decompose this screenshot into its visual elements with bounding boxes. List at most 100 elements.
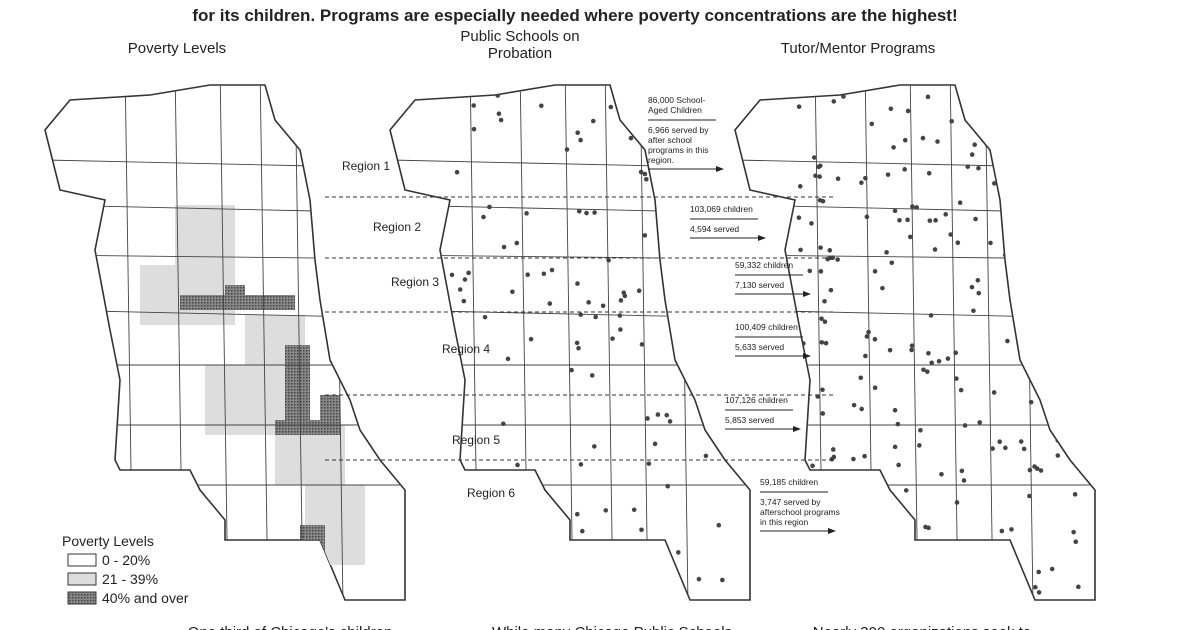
program-dot (471, 126, 477, 132)
program-dot (501, 421, 506, 427)
program-dot (878, 591, 883, 597)
program-dot (851, 456, 856, 462)
program-dot (921, 367, 926, 373)
program-dot (859, 406, 864, 412)
program-dot (608, 104, 614, 110)
program-dot (943, 212, 948, 217)
program-dot (830, 447, 836, 452)
program-dot (1036, 139, 1042, 145)
program-dot (462, 277, 468, 282)
program-dot (590, 118, 596, 124)
program-dot (501, 244, 507, 250)
program-dot (793, 581, 799, 587)
program-dot (796, 104, 802, 109)
program-dot (482, 314, 488, 320)
program-dot (636, 288, 642, 294)
program-dot (928, 313, 934, 318)
program-dot (905, 108, 911, 114)
program-dot (905, 217, 910, 223)
program-dot (466, 270, 471, 276)
map-title: Poverty Levels (128, 40, 226, 57)
program-dot (526, 476, 531, 481)
program-dot (986, 94, 992, 99)
program-dot (1076, 95, 1082, 100)
arrow-head (828, 528, 836, 534)
program-dot (949, 119, 955, 124)
program-dot (1011, 554, 1016, 560)
program-dot (1021, 446, 1027, 452)
program-dot (903, 488, 909, 493)
map-title: Public Schools on (460, 28, 579, 45)
program-dot (1012, 126, 1017, 131)
program-dot (935, 139, 940, 144)
program-dot (892, 407, 898, 413)
program-dot (1023, 263, 1029, 268)
program-dot (864, 214, 870, 220)
districts (45, 85, 405, 600)
program-dot (927, 218, 933, 223)
program-dot (895, 421, 901, 427)
program-dot (819, 340, 825, 345)
program-dot (1003, 445, 1008, 451)
program-dot (497, 585, 502, 591)
annotation-served: after school (648, 135, 692, 145)
program-dot (879, 567, 884, 572)
program-dot (1067, 244, 1073, 250)
program-dot (492, 479, 497, 484)
program-dot (610, 336, 615, 341)
program-dot (858, 375, 864, 381)
program-dot (580, 576, 586, 581)
annotation-children: 100,409 children (735, 322, 798, 332)
program-dot (600, 303, 606, 309)
legend-title: Poverty Levels (62, 533, 154, 549)
program-dot (1009, 527, 1014, 532)
program-dot (515, 462, 520, 468)
program-dot (1005, 338, 1010, 344)
program-dot (1039, 107, 1045, 112)
program-dot (1013, 197, 1018, 202)
program-dot (820, 198, 826, 204)
program-dot (724, 255, 730, 260)
program-dot (1034, 466, 1040, 471)
program-dot (909, 347, 914, 353)
program-dot (859, 180, 864, 186)
annotation-served: 7,130 served (735, 280, 784, 290)
arrow-head (803, 291, 811, 297)
program-dot (807, 268, 813, 274)
program-dot (872, 385, 878, 391)
program-dot (461, 298, 467, 304)
program-dot (603, 508, 609, 513)
map-title: Probation (488, 45, 552, 62)
program-dot (1073, 539, 1079, 545)
program-dot (863, 353, 868, 359)
program-dot (1059, 402, 1065, 407)
program-dot (569, 367, 574, 373)
program-dot (1020, 232, 1026, 237)
region-label: Region 4 (442, 342, 490, 356)
program-dot (1071, 397, 1077, 402)
district-line (604, 85, 614, 600)
program-dot (975, 278, 981, 283)
program-dot (510, 289, 515, 295)
program-dot (525, 272, 531, 278)
program-dot (883, 553, 888, 559)
program-dot (918, 427, 923, 433)
annotation-served: region. (648, 155, 674, 165)
program-dot (575, 281, 580, 286)
program-dot (885, 172, 891, 177)
arrow-head (793, 426, 801, 432)
program-dot (862, 453, 867, 459)
program-dot (1036, 590, 1042, 595)
program-dot (505, 356, 511, 362)
annotation-children: 59,332 children (735, 260, 793, 270)
program-dot (592, 444, 597, 449)
program-dot (696, 576, 702, 582)
program-dot (580, 528, 585, 534)
program-dot (1019, 220, 1024, 226)
program-dot (827, 248, 833, 253)
program-dot (902, 137, 908, 143)
district-line (639, 85, 649, 600)
arrow-head (758, 235, 766, 241)
map-title: Tutor/Mentor Programs (781, 40, 936, 57)
program-dot (1027, 467, 1033, 473)
